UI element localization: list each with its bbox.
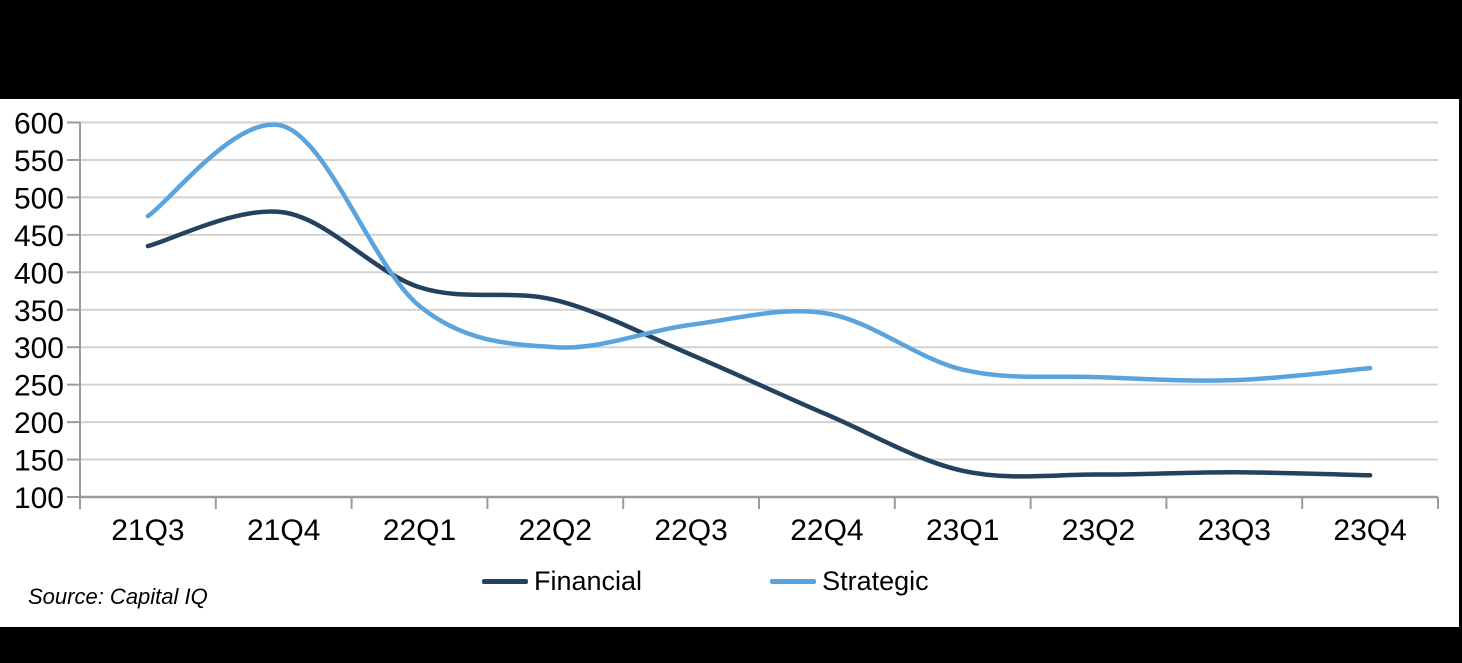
legend-label-strategic: Strategic (822, 566, 929, 596)
legend-item-financial: Financial (482, 566, 642, 596)
chart-legend: Financial Strategic (482, 566, 929, 596)
y-tick-label: 250 (14, 370, 64, 403)
y-tick-label: 350 (14, 295, 64, 328)
y-tick-label: 600 (14, 108, 64, 141)
x-tick-label: 23Q4 (1333, 514, 1406, 547)
x-axis-labels: 21Q3 21Q4 22Q1 22Q2 22Q3 22Q4 23Q1 23Q2 23Q3 23Q4 (111, 514, 1407, 547)
x-tick-label: 23Q3 (1198, 514, 1271, 547)
y-tick-label: 450 (14, 220, 64, 253)
source-caption: Source: Capital IQ (28, 584, 208, 609)
x-tick-label: 22Q4 (790, 514, 863, 547)
y-tick-label: 550 (14, 145, 64, 178)
x-tick-label: 22Q2 (519, 514, 592, 547)
y-tick-label: 300 (14, 332, 64, 365)
x-tick-label: 21Q3 (111, 514, 184, 547)
y-tick-label: 150 (14, 445, 64, 478)
series-financial-line (145, 209, 1373, 479)
y-tick-label: 200 (14, 407, 64, 440)
y-axis-labels: 100 150 200 250 300 350 400 450 500 550 600 (14, 108, 64, 516)
right-border-edge (1459, 0, 1462, 663)
legend-label-financial: Financial (534, 566, 643, 596)
y-tick-label: 400 (14, 257, 64, 290)
strategic-legend-swatch (770, 578, 817, 584)
series-strategic-line (145, 122, 1373, 383)
legend-item-strategic: Strategic (770, 566, 929, 596)
y-gridlines (80, 121, 1438, 461)
x-tick-marks (79, 497, 1439, 509)
financial-legend-swatch (482, 578, 528, 584)
x-tick-label: 23Q2 (1062, 514, 1135, 547)
x-tick-label: 22Q3 (654, 514, 727, 547)
y-tick-marks (67, 121, 80, 498)
top-border-bar (0, 0, 1462, 99)
y-tick-label: 500 (14, 182, 64, 215)
x-tick-label: 22Q1 (383, 514, 456, 547)
bottom-border-bar (0, 627, 1462, 663)
x-tick-label: 21Q4 (247, 514, 320, 547)
x-tick-label: 23Q1 (926, 514, 999, 547)
y-tick-label: 100 (14, 482, 64, 515)
